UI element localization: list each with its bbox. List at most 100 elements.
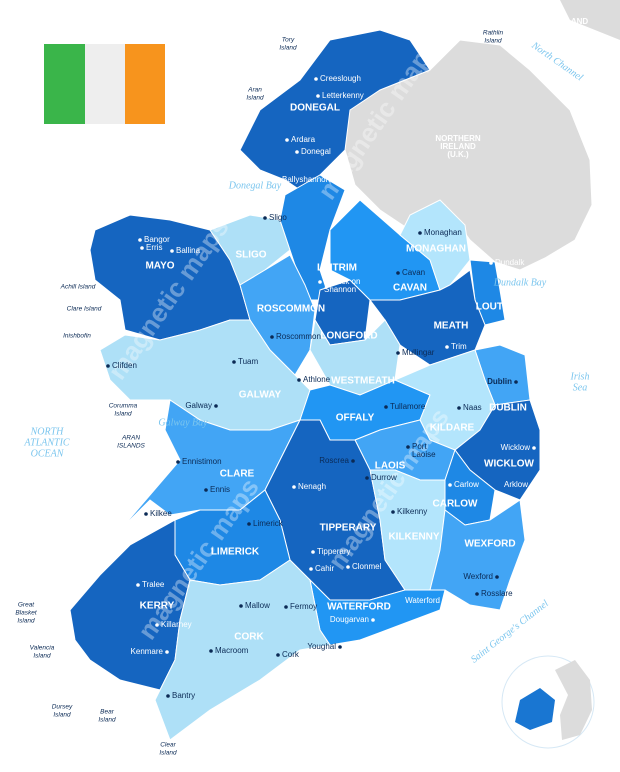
town-dot bbox=[514, 380, 518, 384]
town-label: Cork bbox=[282, 650, 300, 659]
county-label: GALWAY bbox=[239, 390, 282, 401]
town-dot bbox=[144, 512, 148, 516]
county-label: OFFALY bbox=[336, 413, 375, 424]
town-label: Macroom bbox=[215, 646, 249, 655]
town-label: Clonmel bbox=[352, 562, 382, 571]
town-dot bbox=[346, 565, 350, 569]
county-label: WATERFORD bbox=[327, 602, 391, 613]
town-dot bbox=[176, 460, 180, 464]
town-dot bbox=[204, 488, 208, 492]
land bbox=[69, 0, 620, 741]
island-label: Clear bbox=[160, 742, 176, 749]
town-dot bbox=[297, 378, 301, 382]
county-label: KERRY bbox=[140, 601, 175, 612]
sea-label: ATLANTIC bbox=[23, 437, 70, 448]
town-dot bbox=[138, 238, 142, 242]
town-label: Dublin bbox=[487, 377, 512, 386]
town-label: Monaghan bbox=[424, 228, 462, 237]
town-label: Nenagh bbox=[298, 482, 326, 491]
county-label: MEATH bbox=[434, 321, 469, 332]
town-dot bbox=[276, 178, 280, 182]
town-label: Bangor bbox=[144, 235, 170, 244]
island-label: Corumma bbox=[109, 403, 138, 410]
town-dot bbox=[475, 592, 479, 596]
county-label: MONAGHAN bbox=[406, 244, 466, 255]
island-label: Dursey bbox=[52, 704, 73, 711]
sea-label: Dundalk Bay bbox=[493, 277, 547, 288]
town-dot bbox=[270, 335, 274, 339]
town-dot bbox=[396, 351, 400, 355]
town-label: Dundalk bbox=[495, 258, 525, 267]
county-label: DUBLIN bbox=[489, 403, 527, 414]
sea-label: OCEAN bbox=[31, 448, 65, 459]
town-label: Cahir bbox=[315, 564, 334, 573]
town-dot bbox=[295, 150, 299, 154]
town-label: Kilkee bbox=[150, 509, 172, 518]
town-label: Ballina bbox=[176, 246, 201, 255]
island-label: Island bbox=[246, 95, 264, 102]
town-label: Waterford bbox=[405, 596, 440, 605]
town-label: Youghal bbox=[307, 642, 336, 651]
town-dot bbox=[318, 280, 322, 284]
town-dot bbox=[314, 77, 318, 81]
town-label: Killarney bbox=[161, 620, 192, 629]
town-label: Ardara bbox=[291, 135, 316, 144]
inset-britain bbox=[555, 660, 592, 740]
town-label: Wexford bbox=[463, 572, 493, 581]
county-label: TIPPERARY bbox=[320, 523, 377, 534]
country-label: (U.K.) bbox=[447, 150, 469, 159]
country-label: NORTHERN bbox=[435, 134, 481, 143]
town-label: Erris bbox=[146, 243, 162, 252]
island-label: Blasket bbox=[15, 610, 38, 617]
town-label: Carrick on bbox=[324, 277, 360, 286]
county-label: MAYO bbox=[145, 261, 174, 272]
town-dot bbox=[532, 446, 536, 450]
town-label: Clifden bbox=[112, 361, 137, 370]
northern-ireland bbox=[339, 39, 593, 271]
county-label: LOUTH bbox=[476, 302, 510, 313]
town-dot bbox=[292, 485, 296, 489]
town-dot bbox=[309, 567, 313, 571]
town-dot bbox=[239, 604, 243, 608]
island-label: Island bbox=[114, 411, 132, 418]
island-label: Valencia bbox=[30, 645, 55, 652]
town-label: Kenmare bbox=[131, 647, 164, 656]
town-label: Ballyshannon bbox=[282, 175, 330, 184]
town-label: Sligo bbox=[269, 213, 287, 222]
town-label: Wicklow bbox=[501, 443, 531, 452]
flag bbox=[44, 44, 165, 124]
town-dot bbox=[406, 445, 410, 449]
sea-label: Galway Bay bbox=[158, 417, 208, 428]
town-label: Trim bbox=[451, 342, 467, 351]
town-dot bbox=[445, 345, 449, 349]
town-dot bbox=[209, 649, 213, 653]
county-region bbox=[154, 559, 331, 741]
town-dot bbox=[165, 650, 169, 654]
town-label: Bantry bbox=[172, 691, 195, 700]
island-label: Rathlin bbox=[483, 30, 504, 37]
town-label: Ennistimon bbox=[182, 457, 222, 466]
town-label: Kilkenny bbox=[397, 507, 427, 516]
county-label: LIMERICK bbox=[211, 547, 260, 558]
island-label: Island bbox=[53, 712, 71, 719]
county-label: DONEGAL bbox=[290, 103, 340, 114]
county-label: LEITRIM bbox=[317, 263, 357, 274]
town-dot bbox=[338, 645, 342, 649]
inset-globe bbox=[501, 655, 595, 749]
town-dot bbox=[448, 483, 452, 487]
town-dot bbox=[384, 405, 388, 409]
flag-stripe bbox=[125, 44, 165, 124]
town-dot bbox=[311, 550, 315, 554]
island-label: ISLANDS bbox=[117, 443, 145, 450]
island-label: Tory bbox=[282, 37, 295, 44]
inset-ireland bbox=[515, 688, 555, 730]
town-dot bbox=[495, 575, 499, 579]
county-label: LONGFORD bbox=[320, 331, 377, 342]
county-region bbox=[429, 499, 526, 611]
sea-label: NORTH bbox=[30, 426, 65, 437]
town-label: Tullamore bbox=[390, 402, 426, 411]
flag-stripe bbox=[85, 44, 125, 124]
town-label: Donegal bbox=[301, 147, 331, 156]
sea-label: Sea bbox=[573, 382, 587, 393]
